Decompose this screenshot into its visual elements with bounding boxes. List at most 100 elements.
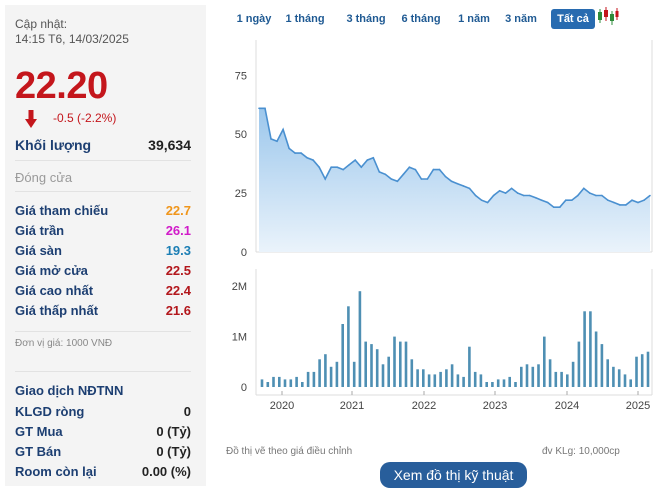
price-point [336,166,338,168]
price-info-row-label: Giá mở cửa [15,263,88,278]
foreign-trade-row: GT Bán 0 (Tỷ) [15,444,191,462]
foreign-trade-row: Room còn lại 0.00 (%) [15,464,191,482]
price-point [625,204,627,206]
tab-1[interactable]: 1 tháng [285,13,325,25]
x-tick-label: 2020 [270,400,294,410]
volume-bar [416,369,419,387]
current-price: 22.20 [15,65,108,107]
price-point [510,187,513,190]
price-y-tick: 75 [235,70,247,82]
volume-bar [422,369,425,387]
volume-bar [450,364,454,387]
volume-bar [496,379,500,387]
price-info-row-label: Giá sàn [15,243,62,258]
price-point [432,168,435,171]
price-point [282,128,284,131]
foreign-trade-title-label: Giao dịch NĐTNN [15,383,124,398]
chart-canvas: 0 25 50 75 0 1M 2M 2020 2021 2022 2023 2024 2025 [232,40,653,410]
volume-bar [623,374,627,387]
volume-unit-note: đv KLg: 10,000cp [542,446,620,457]
volume-bar [508,376,511,387]
price-unit-note: Đơn vị giá: 1000 VNĐ [15,338,113,349]
volume-bar [629,379,632,387]
volume-bar [612,366,615,387]
price-point [414,168,417,171]
price-point [324,178,326,180]
price-point [456,182,459,185]
volume-bar [520,366,523,387]
volume-bar [404,341,408,387]
price-info-row: Giá mở cửa 22.5 [15,263,191,281]
volume-row: Khối lượng 39,634 [15,137,191,155]
tab-2[interactable]: 3 tháng [346,13,386,25]
quote-panel: Cập nhật: 14:15 T6, 14/03/2025 22.20 -0.… [5,5,206,486]
volume-bar [370,344,373,387]
tab-3[interactable]: 6 tháng [401,13,441,25]
price-point [378,171,381,173]
technical-chart-button[interactable]: Xem đồ thị kỹ thuật [380,462,527,488]
volume-bar [347,306,350,387]
tab-6[interactable]: Tất cả [551,9,595,29]
close-label: Đóng cửa [15,170,73,185]
candlestick-chart-icon[interactable] [597,6,619,26]
volume-bar [491,382,494,387]
price-point [601,194,603,197]
volume-bar [502,379,506,387]
x-tick-label: 2021 [340,400,364,410]
price-info-row-label: Giá trần [15,223,65,238]
price-point [468,187,471,190]
volume-label: Khối lượng [15,137,92,153]
foreign-trade-row-value: 0.00 (%) [141,464,191,479]
price-info-row-value: 22.7 [165,203,191,218]
volume-bar [583,311,586,387]
price-area [259,108,650,252]
foreign-trade-row-value: 0 (Tỷ) [156,424,191,439]
volume-bar [514,382,517,387]
volume-bar [566,374,569,387]
price-info-row: Giá thấp nhất 21.6 [15,303,191,321]
volume-bar [278,376,281,387]
volume-bar [537,364,540,387]
volume-bar [387,356,390,387]
price-point [348,164,350,166]
price-point [306,157,308,159]
volume-bar [640,354,644,387]
volume-bar [646,351,650,387]
price-volume-chart: 0 25 50 75 0 1M 2M 2020 2021 2022 2023 2024 2025 [222,35,656,410]
updated-label: Cập nhật: [15,17,68,31]
price-info-row-label: Giá thấp nhất [15,303,99,318]
price-point [396,180,399,183]
price-info-row: Giá sàn 19.3 [15,243,191,261]
price-point [294,152,296,154]
volume-bar [283,379,287,387]
tab-0[interactable]: 1 ngày [236,13,272,25]
volume-bar [635,356,638,387]
foreign-trade-row: KLGD ròng 0 [15,404,191,422]
volume-bar [352,361,356,387]
volume-bar [554,371,558,387]
volume-bar [358,291,362,387]
volume-bar [324,354,327,387]
volume-bar [468,346,471,387]
price-point [450,180,453,183]
price-point [312,159,314,161]
price-point [426,178,429,180]
price-point [342,168,344,171]
price-point [498,190,501,192]
price-point [276,140,278,143]
price-info-row-label: Giá cao nhất [15,283,94,298]
volume-bar [531,366,535,387]
price-info-row-value: 21.6 [165,303,191,318]
price-point [330,166,332,168]
price-point [402,173,405,176]
volume-bar [525,364,529,387]
divider [15,160,191,161]
price-point [637,201,639,204]
price-point [486,201,489,204]
volume-bar [548,359,552,387]
tab-4[interactable]: 1 năm [458,13,490,25]
volume-bar [375,349,379,387]
price-point [546,201,549,204]
tab-5[interactable]: 3 năm [505,13,537,25]
volume-y-tick: 0 [241,382,247,394]
